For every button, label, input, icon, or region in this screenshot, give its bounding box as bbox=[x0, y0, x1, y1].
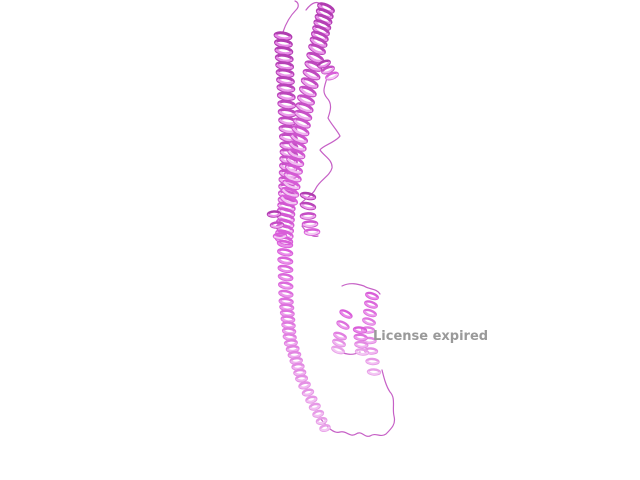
license-watermark: License expired bbox=[373, 329, 489, 344]
alpha-helix-side bbox=[266, 191, 321, 240]
protein-loop-strands bbox=[282, 0, 396, 437]
alpha-helix-lower-long bbox=[276, 239, 331, 433]
alpha-helix-upper-right bbox=[279, 2, 339, 206]
alpha-helix-small-mid bbox=[331, 309, 370, 356]
